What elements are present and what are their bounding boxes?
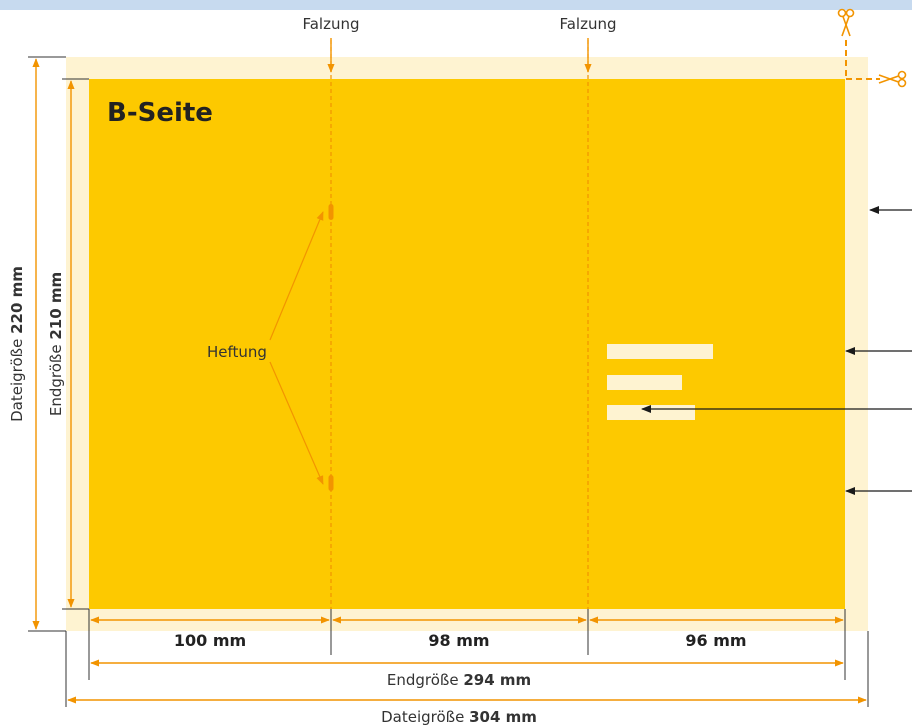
segment-label-3: 96 mm: [685, 631, 746, 650]
text-stub-2: [607, 375, 682, 390]
page-width-label: Endgröße 294 mm: [387, 671, 531, 689]
text-stub-3: [607, 405, 695, 420]
page-label: B-Seite: [107, 98, 213, 128]
scissors-icon: [878, 70, 907, 88]
staple-pointer-bottom: [269, 361, 324, 485]
file-height-label: Dateigröße 220 mm: [8, 266, 26, 422]
text-stub-1: [607, 344, 713, 359]
fold-label-2: Falzung: [559, 15, 616, 33]
staple-top: [328, 204, 334, 220]
fold-label-1: Falzung: [302, 15, 359, 33]
scissors-icon: [837, 8, 855, 37]
staple-bottom: [328, 475, 334, 491]
segment-label-1: 100 mm: [174, 631, 246, 650]
page-area: [89, 79, 845, 609]
segment-label-2: 98 mm: [428, 631, 489, 650]
top-bar: [0, 0, 912, 10]
page-height-label: Endgröße 210 mm: [47, 272, 65, 416]
file-width-label: Dateigröße 304 mm: [381, 708, 537, 726]
staple-pointer-top: [269, 211, 324, 341]
staple-label: Heftung: [207, 343, 267, 361]
